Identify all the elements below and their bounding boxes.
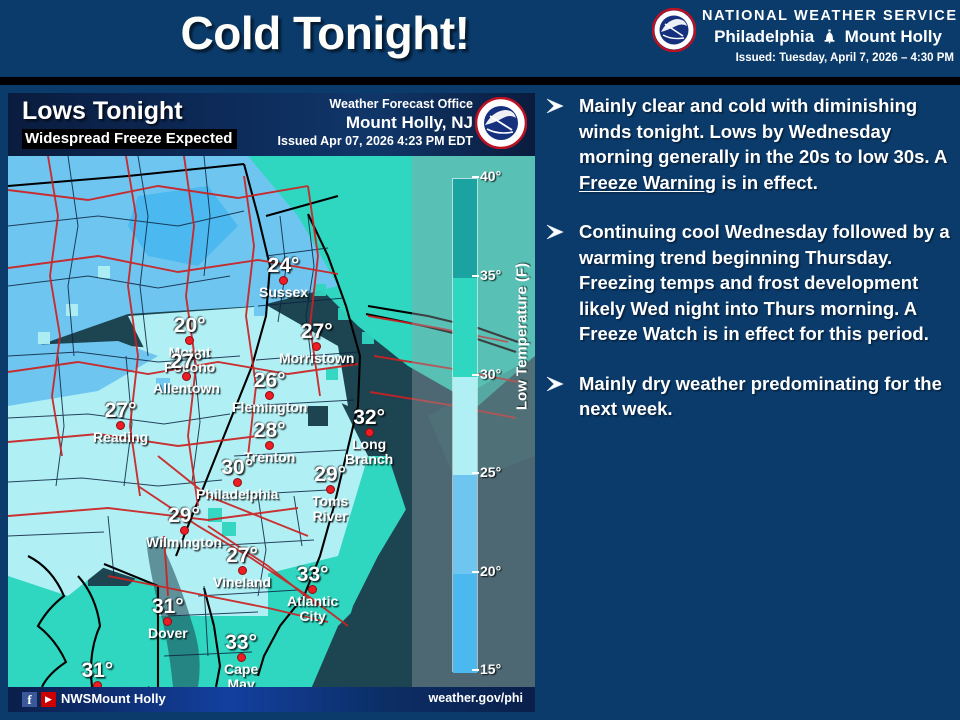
brand-agency-name: NATIONAL WEATHER SERVICE bbox=[702, 8, 958, 24]
wfo-location: Mount Holly, NJ bbox=[345, 113, 473, 132]
colorbar-tick: 40° bbox=[471, 168, 502, 184]
raster-edge-blocks bbox=[38, 266, 374, 536]
temp-band-15-20 bbox=[128, 186, 238, 266]
arrow-bullet-icon bbox=[545, 374, 567, 394]
brand-office-name: Philadelphia Mount Holly bbox=[702, 26, 954, 50]
map-footer-bar: f ▶ NWSMount Holly weather.gov/phi bbox=[8, 687, 535, 712]
colorbar-segment-35-40 bbox=[453, 179, 477, 278]
brand-office: Mount Holly bbox=[844, 27, 942, 46]
list-item: Mainly dry weather predominating for the… bbox=[543, 371, 955, 422]
offshore-steps bbox=[308, 356, 535, 687]
county-lines bbox=[8, 156, 359, 657]
page-title: Cold Tonight! bbox=[180, 7, 470, 59]
issued-timestamp: Issued: Tuesday, April 7, 2026 – 4:30 PM bbox=[692, 52, 954, 64]
colorbar-tick: 35° bbox=[471, 267, 502, 283]
colorbar-segment-15-20 bbox=[453, 574, 477, 673]
map-subtitle: Widespread Freeze Expected bbox=[22, 129, 238, 149]
bullet-text: Mainly clear and cold with diminishing w… bbox=[579, 93, 955, 195]
list-item: Mainly clear and cold with diminishing w… bbox=[543, 93, 955, 195]
colorbar-tick: 20° bbox=[471, 563, 502, 579]
water-bodies bbox=[146, 536, 200, 687]
facebook-icon[interactable]: f bbox=[22, 692, 37, 707]
bullet-segment-emphasis: Freeze Warning bbox=[579, 171, 717, 193]
bullet-segment: Mainly dry weather predominating for the… bbox=[579, 372, 942, 420]
header-divider bbox=[0, 77, 960, 85]
bullet-segment: is in effect. bbox=[716, 171, 818, 193]
colorbar-gradient bbox=[452, 178, 478, 673]
forecast-map-panel: Lows Tonight Widespread Freeze Expected … bbox=[8, 93, 535, 712]
bullet-segment: Mainly clear and cold with diminishing w… bbox=[579, 95, 947, 167]
list-item: Continuing cool Wednesday followed by a … bbox=[543, 219, 955, 347]
nws-branding: NATIONAL WEATHER SERVICE Philadelphia Mo… bbox=[651, 6, 958, 74]
colorbar-tick: 15° bbox=[471, 661, 502, 677]
bullet-text: Continuing cool Wednesday followed by a … bbox=[579, 219, 955, 347]
social-handle[interactable]: NWSMount Holly bbox=[61, 691, 166, 706]
issued-value: Tuesday, April 7, 2026 – 4:30 PM bbox=[779, 52, 954, 64]
bullet-segment: Continuing cool Wednesday followed by a … bbox=[579, 221, 950, 344]
nws-seal-icon bbox=[651, 7, 697, 53]
issued-label: Issued: bbox=[735, 52, 776, 64]
nws-seal-icon bbox=[474, 96, 528, 150]
colorbar-segment-30-35 bbox=[453, 277, 477, 377]
colorbar-segment-20-25 bbox=[453, 475, 477, 575]
bullet-text: Mainly dry weather predominating for the… bbox=[579, 371, 955, 422]
colorbar-segment-25-30 bbox=[453, 376, 477, 476]
weather-url[interactable]: weather.gov/phi bbox=[428, 691, 523, 705]
colorbar-tick: 30° bbox=[471, 366, 502, 382]
arrow-bullet-icon bbox=[545, 222, 567, 242]
brand-city: Philadelphia bbox=[714, 27, 815, 46]
wfo-label: Weather Forecast Office bbox=[329, 97, 473, 111]
forecast-bullet-list: Mainly clear and cold with diminishing w… bbox=[543, 93, 955, 693]
wfo-info-block: Weather Forecast Office Mount Holly, NJ … bbox=[278, 96, 473, 150]
youtube-icon[interactable]: ▶ bbox=[41, 692, 56, 707]
colorbar-tick: 25° bbox=[471, 464, 502, 480]
map-graphic bbox=[8, 156, 535, 687]
liberty-bell-icon bbox=[822, 28, 837, 50]
arrow-bullet-icon bbox=[545, 96, 567, 116]
map-title: Lows Tonight bbox=[22, 97, 183, 125]
highways bbox=[8, 156, 519, 627]
brand-text-block: NATIONAL WEATHER SERVICE Philadelphia Mo… bbox=[702, 6, 958, 50]
map-header-strip: Lows Tonight Widespread Freeze Expected … bbox=[8, 93, 535, 156]
wfo-issued: Issued Apr 07, 2026 4:23 PM EDT bbox=[277, 134, 473, 148]
colorbar-axis-label: Low Temperature (F) bbox=[513, 262, 531, 411]
header-banner: Cold Tonight! NATIONAL WEATHER SERVICE P… bbox=[0, 0, 960, 77]
colorbar-legend: Low Temperature (F) 40° 35° 30° 25° 20° … bbox=[424, 168, 534, 677]
